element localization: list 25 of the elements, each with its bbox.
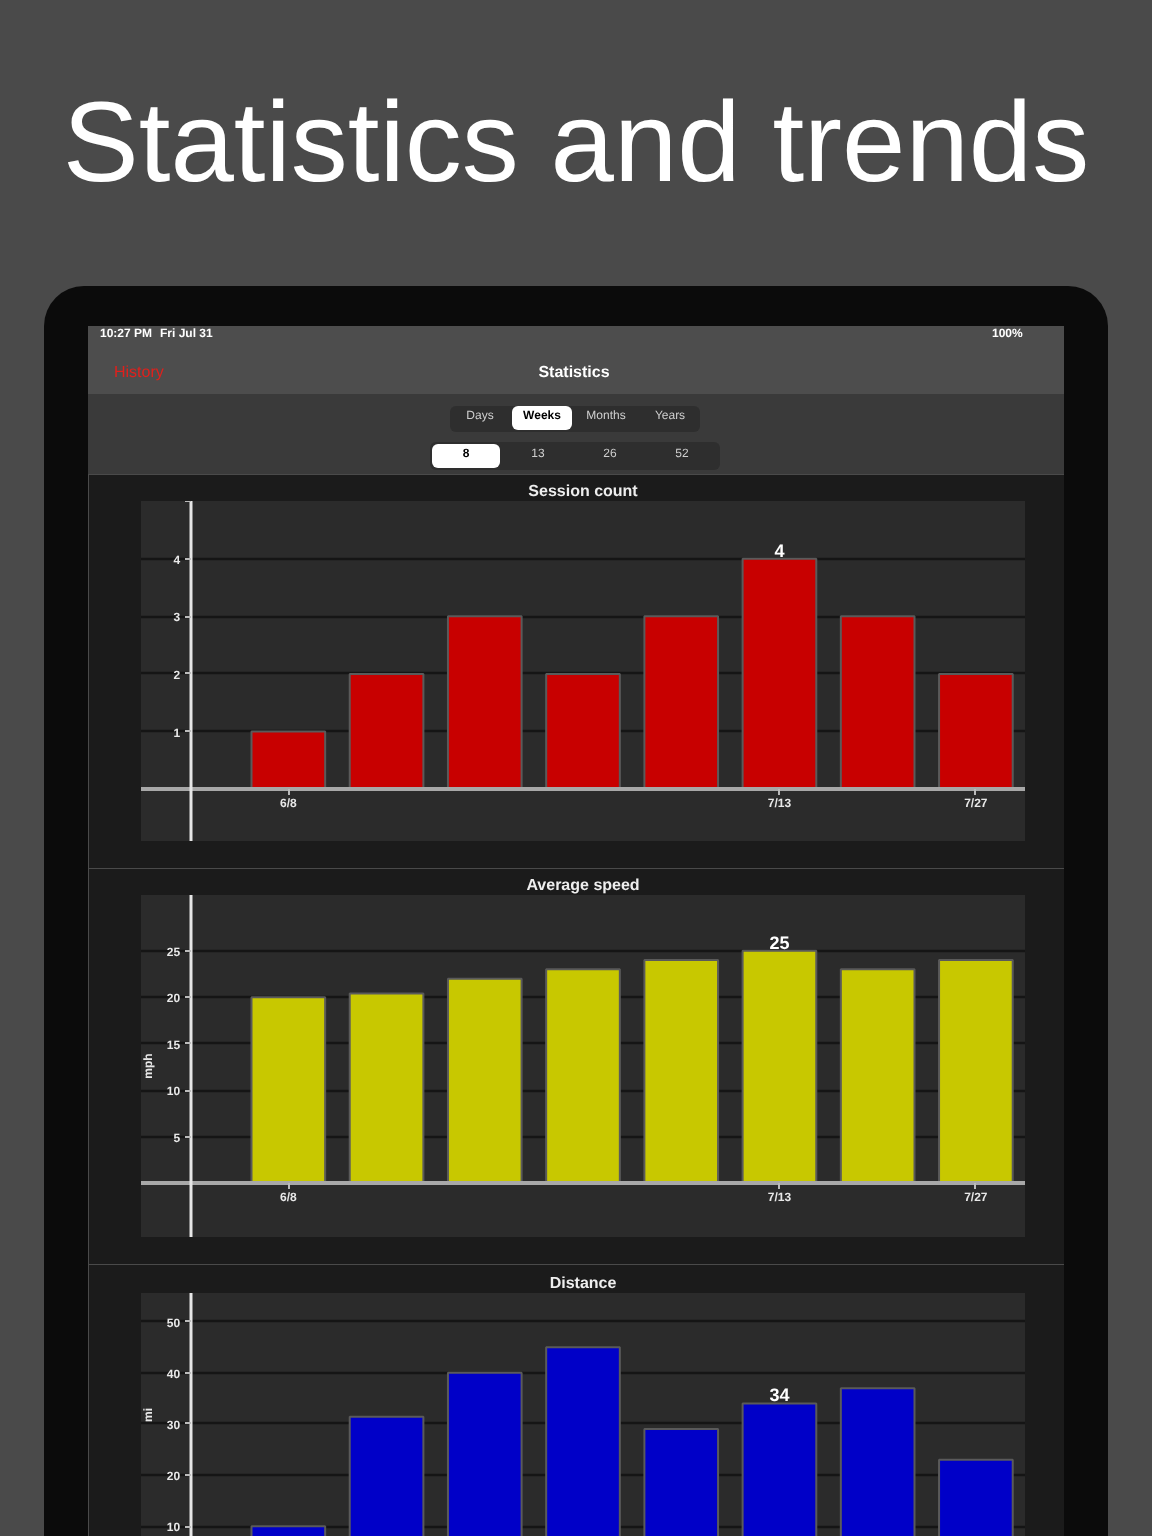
bar — [348, 672, 425, 791]
bar — [446, 615, 523, 791]
bar — [446, 977, 523, 1185]
bar — [643, 615, 720, 791]
bar — [741, 949, 818, 1185]
text: History — [114, 360, 164, 384]
bar — [938, 672, 1014, 791]
chart-title: Average speed — [526, 876, 640, 894]
bar — [938, 959, 1014, 1185]
data-label: 25 — [769, 932, 790, 953]
bar — [741, 557, 818, 791]
bar — [250, 730, 327, 791]
text: Statistics — [538, 360, 610, 384]
bar — [545, 672, 621, 791]
bar — [348, 992, 425, 1185]
text: Statistics and trends — [62, 76, 1090, 211]
bar — [839, 615, 916, 791]
bar — [839, 968, 916, 1185]
bar — [643, 959, 720, 1185]
chart-title: Distance — [549, 1274, 618, 1292]
bar — [250, 996, 327, 1185]
bar — [545, 968, 621, 1185]
data-label: 4 — [774, 540, 785, 561]
data-label: 34 — [769, 1385, 790, 1406]
chart-title: Session count — [528, 482, 639, 500]
